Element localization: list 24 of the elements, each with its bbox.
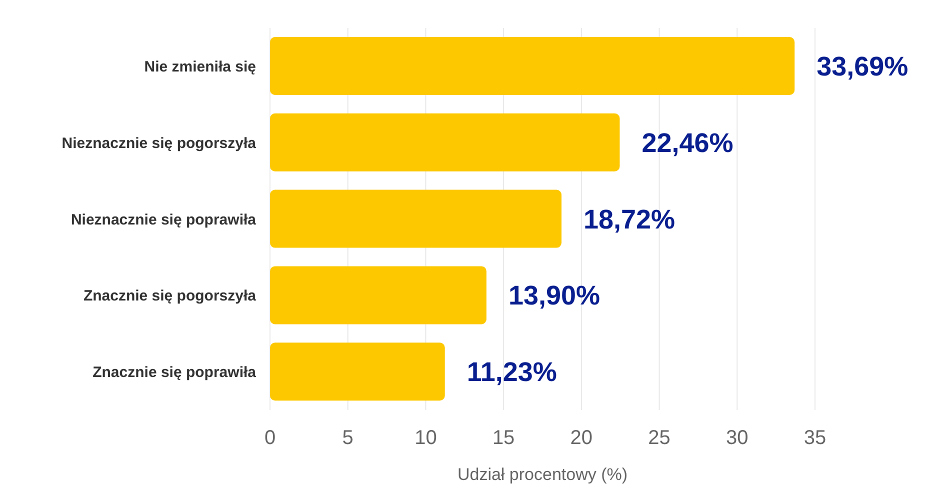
x-tick-label: 20 (570, 427, 593, 450)
data-label: 22,46% (642, 128, 734, 158)
y-tick-label: Nie zmieniła się (144, 58, 256, 76)
data-label: 33,69% (816, 51, 908, 82)
y-tick-label: Nieznacznie się poprawiła (70, 211, 257, 228)
data-label: 13,90% (508, 280, 600, 311)
bar (270, 266, 486, 324)
data-label: 18,72% (583, 204, 676, 234)
x-tick-label: 0 (264, 427, 276, 450)
x-tick-label: 5 (342, 427, 354, 450)
y-tick-label: Znacznie się pogorszyła (83, 288, 257, 305)
data-label: 11,23% (466, 357, 557, 388)
bar (270, 37, 795, 95)
x-tick-label: 30 (726, 427, 748, 450)
x-tick-label: 25 (648, 427, 670, 450)
bar (270, 190, 562, 248)
bar (270, 113, 620, 172)
x-axis-title: Udział procentowy (%) (457, 465, 628, 484)
bar (270, 342, 445, 401)
y-tick-label: Nieznacznie się pogorszyła (62, 134, 257, 152)
x-tick-label: 10 (414, 427, 437, 450)
x-tick-label: 35 (804, 427, 826, 450)
y-tick-label: Znacznie się poprawiła (92, 364, 257, 382)
x-tick-label: 15 (492, 427, 515, 450)
